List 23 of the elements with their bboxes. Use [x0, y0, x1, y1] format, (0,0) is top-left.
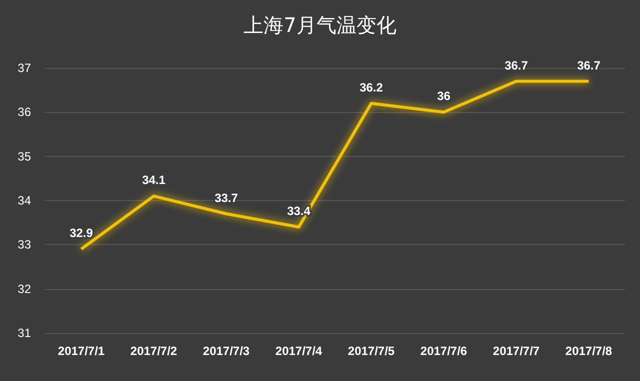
data-label: 36.7 — [504, 58, 528, 72]
data-label: 36 — [437, 89, 451, 104]
x-tick-label: 2017/7/3 — [202, 344, 250, 358]
chart-title: 上海7月气温变化 — [244, 13, 396, 37]
data-label: 36.2 — [360, 80, 384, 94]
x-tick-label: 2017/7/6 — [420, 344, 468, 358]
y-tick-label: 33 — [18, 238, 32, 252]
y-tick-label: 35 — [18, 149, 32, 164]
x-tick-label: 2017/7/5 — [348, 344, 395, 358]
x-tick-label: 2017/7/7 — [492, 344, 540, 358]
x-tick-label: 2017/7/8 — [565, 344, 612, 358]
y-tick-label: 34 — [18, 194, 32, 208]
y-tick-label: 31 — [18, 326, 32, 340]
x-tick-label: 2017/7/1 — [58, 344, 105, 358]
data-label: 32.9 — [70, 226, 94, 240]
x-tick-label: 2017/7/4 — [275, 344, 322, 358]
x-tick-label: 2017/7/2 — [130, 344, 178, 358]
y-tick-label: 37 — [18, 61, 32, 75]
y-tick-label: 36 — [18, 105, 32, 120]
y-tick-label: 32 — [18, 282, 32, 296]
data-label: 33.7 — [214, 190, 238, 205]
data-label: 34.1 — [142, 173, 166, 188]
data-label: 36.7 — [577, 58, 601, 72]
